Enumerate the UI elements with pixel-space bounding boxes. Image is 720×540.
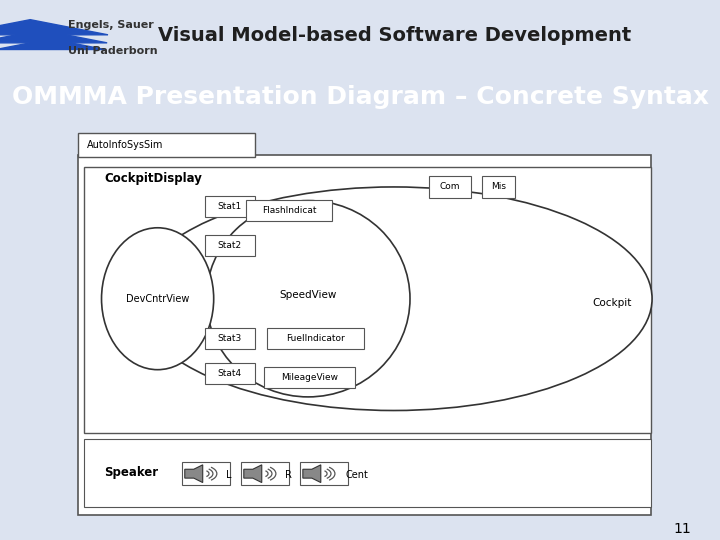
Text: Stat4: Stat4: [218, 369, 242, 378]
Bar: [241, 462, 289, 485]
Polygon shape: [0, 19, 108, 35]
Bar: [84, 438, 651, 507]
Bar: [205, 363, 255, 384]
Bar: [300, 462, 348, 485]
Text: Cent: Cent: [346, 470, 369, 480]
Bar: [429, 176, 471, 198]
Text: L: L: [225, 470, 231, 480]
Text: Visual Model-based Software Development: Visual Model-based Software Development: [158, 25, 631, 45]
Text: SpeedView: SpeedView: [279, 290, 337, 300]
Bar: [84, 166, 651, 433]
Text: Stat1: Stat1: [218, 202, 242, 211]
Bar: [267, 328, 364, 349]
Polygon shape: [185, 465, 203, 483]
Bar: [264, 367, 356, 388]
Polygon shape: [303, 465, 321, 483]
Text: CockpitDisplay: CockpitDisplay: [104, 172, 202, 185]
Bar: [78, 133, 255, 157]
Text: Engels, Sauer: Engels, Sauer: [68, 19, 154, 30]
Text: Com: Com: [440, 183, 460, 192]
Polygon shape: [0, 39, 105, 50]
Text: FlashIndicat: FlashIndicat: [262, 206, 316, 215]
Text: Speaker: Speaker: [104, 466, 158, 479]
Text: 11: 11: [673, 522, 691, 536]
Ellipse shape: [207, 200, 410, 397]
Text: MileageView: MileageView: [281, 373, 338, 382]
Text: Stat3: Stat3: [218, 334, 242, 343]
Ellipse shape: [135, 187, 652, 410]
Text: FuelIndicator: FuelIndicator: [286, 334, 345, 343]
Bar: [482, 176, 515, 198]
Bar: [182, 462, 230, 485]
Text: Uni Paderborn: Uni Paderborn: [68, 45, 158, 56]
Bar: [205, 328, 255, 349]
Text: Stat2: Stat2: [218, 241, 242, 250]
Bar: [246, 200, 332, 221]
Text: Cockpit: Cockpit: [593, 298, 632, 308]
Bar: [205, 195, 255, 217]
Ellipse shape: [102, 228, 214, 370]
Text: OMMMA Presentation Diagram – Concrete Syntax: OMMMA Presentation Diagram – Concrete Sy…: [12, 85, 708, 109]
Text: DevCntrView: DevCntrView: [126, 294, 189, 303]
Polygon shape: [244, 465, 262, 483]
Text: R: R: [284, 470, 292, 480]
Text: AutoInfoSysSim: AutoInfoSysSim: [87, 140, 163, 150]
Bar: [205, 234, 255, 256]
Polygon shape: [0, 30, 107, 43]
Text: Mis: Mis: [491, 183, 506, 192]
